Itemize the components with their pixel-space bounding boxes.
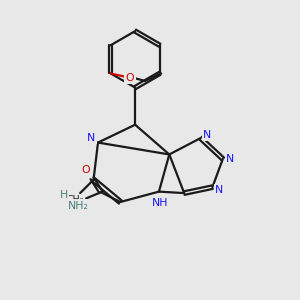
Text: H: H	[60, 190, 68, 200]
Text: NH: NH	[152, 198, 169, 208]
Text: N: N	[226, 154, 234, 164]
Text: CH₃: CH₃	[66, 194, 84, 203]
Text: N: N	[215, 185, 223, 195]
Text: N: N	[203, 130, 211, 140]
Text: NH₂: NH₂	[68, 201, 89, 211]
Text: O: O	[82, 165, 90, 175]
Text: O: O	[126, 73, 134, 83]
Text: N: N	[87, 133, 96, 143]
